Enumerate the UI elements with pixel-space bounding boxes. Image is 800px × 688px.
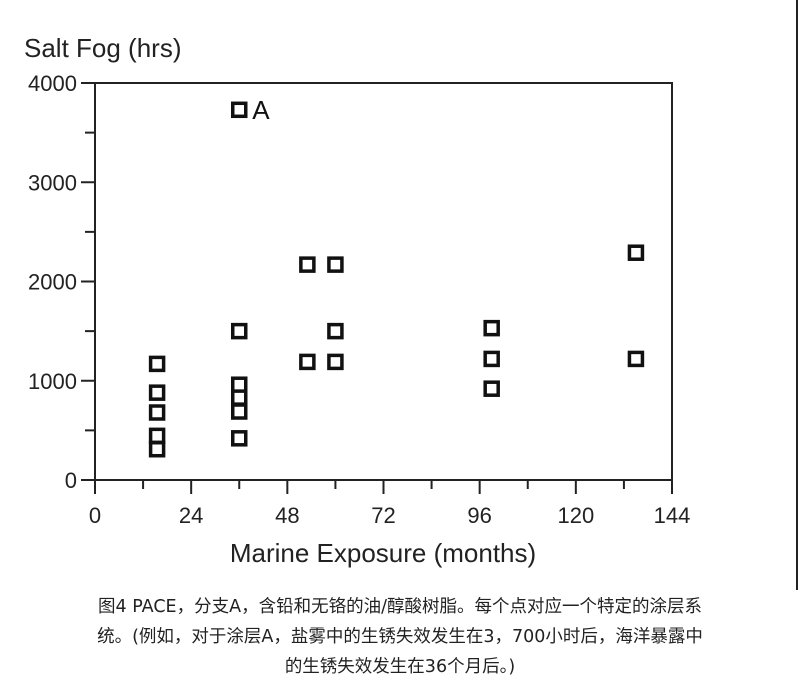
data-point-marker [327,353,344,371]
point-annotation: A [252,95,270,125]
caption-line: 的生锈失效发生在36个月后。) [284,657,516,677]
data-point-marker [148,384,166,401]
page-divider [796,0,798,590]
x-axis-ticks: 0 24 48 72 96 120 144 [89,480,690,528]
data-point-marker [483,319,500,337]
data-point-marker [231,322,248,340]
data-point-marker [231,376,248,393]
data-point-marker [148,440,166,458]
x-tick-label: 144 [654,503,691,528]
data-point-marker [231,403,248,420]
caption-line: 图4 PACE，分支A，含铅和无铬的油/醇酸树脂。每个点对应一个特定的涂层系 [98,597,702,617]
x-tick-label: 120 [557,503,594,528]
scatter-chart: Salt Fog (hrs) 0 1000 2000 3000 4000 0 24 48 72… [24,33,690,568]
x-tick-label: 72 [371,503,395,528]
x-tick-label: 24 [179,503,203,528]
figure-caption: 图4 PACE，分支A，含铅和无铬的油/醇酸树脂。每个点对应一个特定的涂层系 统… [0,592,800,682]
data-point-marker [299,256,316,273]
x-axis-label: Marine Exposure (months) [230,538,536,568]
y-tick-label: 0 [65,468,77,493]
y-tick-label: 3000 [28,170,77,195]
data-point-marker [231,430,248,447]
y-axis-ticks: 0 1000 2000 3000 4000 [28,71,95,493]
data-point-marker [299,353,316,371]
data-point-marker [627,350,645,368]
x-tick-label: 0 [89,503,101,528]
data-point-marker [148,355,166,373]
x-tick-label: 96 [467,503,491,528]
y-tick-label: 4000 [28,71,77,96]
y-tick-label: 2000 [28,270,77,295]
data-point-marker [627,244,645,261]
data-point-marker [231,101,248,119]
caption-line: 统。(例如，对于涂层A，盐雾中的生锈失效发生在3，700小时后，海洋暴露中 [97,627,703,647]
y-axis-label: Salt Fog (hrs) [24,33,182,63]
data-point-marker [327,322,344,340]
data-points: A [148,95,645,458]
data-point-marker [231,389,248,406]
y-tick-label: 1000 [28,369,77,394]
data-point-marker [483,350,500,368]
data-point-marker [327,256,344,273]
plot-frame [94,82,673,481]
data-point-marker [148,404,166,421]
data-point-marker [483,380,500,397]
data-point-marker [148,427,166,445]
x-tick-label: 48 [275,503,299,528]
